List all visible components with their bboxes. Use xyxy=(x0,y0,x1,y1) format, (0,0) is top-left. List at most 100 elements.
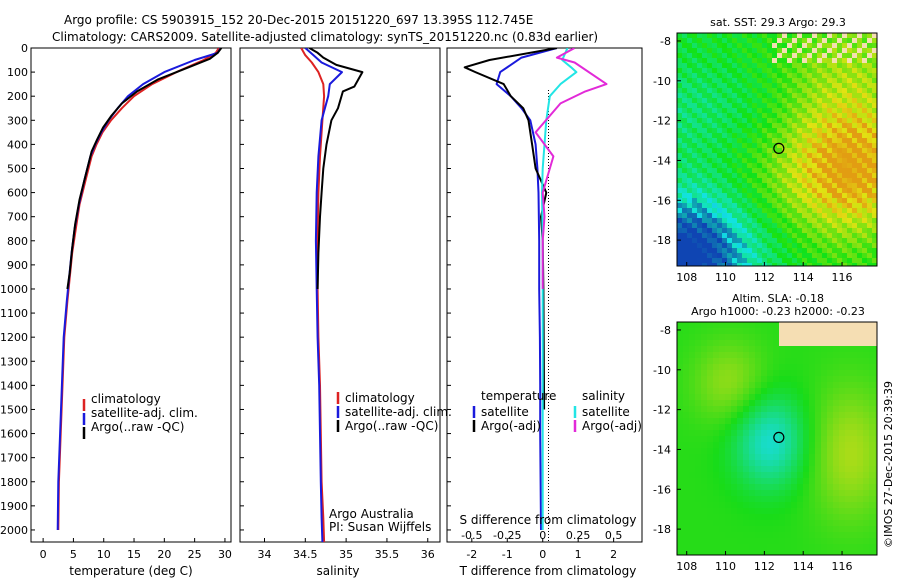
heatmap-cell xyxy=(687,238,693,244)
heatmap-cell xyxy=(683,520,690,527)
heatmap-cell xyxy=(737,143,743,149)
heatmap-cell xyxy=(833,538,840,545)
heatmap-cell xyxy=(749,520,756,527)
heatmap-cell xyxy=(842,263,848,266)
heatmap-cell xyxy=(792,83,798,89)
heatmap-cell xyxy=(779,346,786,353)
heatmap-cell xyxy=(791,412,798,419)
heatmap-cell xyxy=(712,58,718,64)
heatmap-cell xyxy=(802,183,808,189)
heatmap-cell xyxy=(767,178,773,184)
heatmap-cell xyxy=(689,442,696,449)
heatmap-cell xyxy=(719,334,726,341)
heatmap-cell xyxy=(857,382,864,389)
heatmap-cell xyxy=(677,460,684,467)
heatmap-cell xyxy=(875,490,877,497)
heatmap-cell xyxy=(687,253,693,259)
heatmap-cell xyxy=(803,430,810,437)
heatmap-cell xyxy=(869,358,876,365)
heatmap-cell xyxy=(837,158,843,164)
heatmap-cell xyxy=(803,478,810,485)
heatmap-cell xyxy=(717,208,723,214)
heatmap-cell xyxy=(742,198,748,204)
heatmap-cell xyxy=(702,118,708,124)
heatmap-cell xyxy=(707,508,714,515)
heatmap-cell xyxy=(682,133,688,139)
heatmap-cell xyxy=(767,418,774,425)
heatmap-cell xyxy=(737,430,744,437)
heatmap-cell xyxy=(737,418,744,425)
heatmap-cell xyxy=(787,138,793,144)
heatmap-cell xyxy=(809,400,816,407)
heatmap-cell xyxy=(697,153,703,159)
heatmap-cell xyxy=(822,168,828,174)
sla-map-axes: 108 110 112 114 116-8-10-12-14-16-18 xyxy=(653,324,853,573)
heatmap-cell xyxy=(852,158,858,164)
heatmap-cell xyxy=(779,394,786,401)
heatmap-cell xyxy=(857,490,864,497)
heatmap-cell xyxy=(722,48,728,54)
heatmap-cell xyxy=(689,364,696,371)
heatmap-cell xyxy=(762,118,768,124)
heatmap-cell xyxy=(757,58,763,64)
heatmap-cell xyxy=(772,223,778,229)
heatmap-cell xyxy=(692,68,698,74)
heatmap-cell xyxy=(857,376,864,383)
heatmap-cell xyxy=(857,430,864,437)
heatmap-cell xyxy=(787,158,793,164)
heatmap-cell xyxy=(867,103,873,109)
heatmap-cell xyxy=(743,484,750,491)
heatmap-cell xyxy=(707,118,713,124)
heatmap-cell xyxy=(787,243,793,249)
heatmap-cell xyxy=(717,213,723,219)
heatmap-cell xyxy=(839,532,846,539)
heatmap-cell xyxy=(727,148,733,154)
heatmap-cell xyxy=(787,43,793,49)
heatmap-cell xyxy=(772,48,778,54)
heatmap-cell xyxy=(837,48,843,54)
heatmap-cell xyxy=(851,454,858,461)
heatmap-cell xyxy=(842,253,848,259)
heatmap-cell xyxy=(701,454,708,461)
heatmap-cell xyxy=(755,322,762,329)
depth-tick-label: 0 xyxy=(21,42,28,55)
heatmap-cell xyxy=(701,400,708,407)
heatmap-cell xyxy=(762,173,768,179)
heatmap-cell xyxy=(872,208,877,214)
heatmap-cell xyxy=(807,118,813,124)
heatmap-cell xyxy=(867,83,873,89)
heatmap-cell xyxy=(779,448,786,455)
heatmap-cell xyxy=(725,508,732,515)
heatmap-cell xyxy=(755,532,762,539)
heatmap-cell xyxy=(847,263,853,266)
heatmap-cell xyxy=(677,490,684,497)
heatmap-cell xyxy=(742,163,748,169)
heatmap-cell xyxy=(817,143,823,149)
heatmap-cell xyxy=(815,532,822,539)
heatmap-cell xyxy=(747,238,753,244)
legend-salinity-title: salinity xyxy=(582,389,625,403)
heatmap-cell xyxy=(837,248,843,254)
heatmap-cell xyxy=(802,48,808,54)
heatmap-cell xyxy=(821,352,828,359)
heatmap-cell xyxy=(683,406,690,413)
heatmap-cell xyxy=(792,68,798,74)
depth-tick-label: 1000 xyxy=(0,283,28,296)
heatmap-cell xyxy=(757,153,763,159)
heatmap-cell xyxy=(785,472,792,479)
heatmap-cell xyxy=(837,68,843,74)
heatmap-cell xyxy=(743,370,750,377)
heatmap-cell xyxy=(677,496,684,503)
heatmap-cell xyxy=(677,502,684,509)
heatmap-cell xyxy=(815,448,822,455)
heatmap-cell xyxy=(742,148,748,154)
heatmap-cell xyxy=(727,143,733,149)
heatmap-cell xyxy=(852,83,858,89)
heatmap-cell xyxy=(851,364,858,371)
heatmap-cell xyxy=(821,418,828,425)
heatmap-cell xyxy=(719,400,726,407)
heatmap-cell xyxy=(757,43,763,49)
heatmap-cell xyxy=(851,466,858,473)
heatmap-cell xyxy=(857,98,863,104)
heatmap-cell xyxy=(869,364,876,371)
